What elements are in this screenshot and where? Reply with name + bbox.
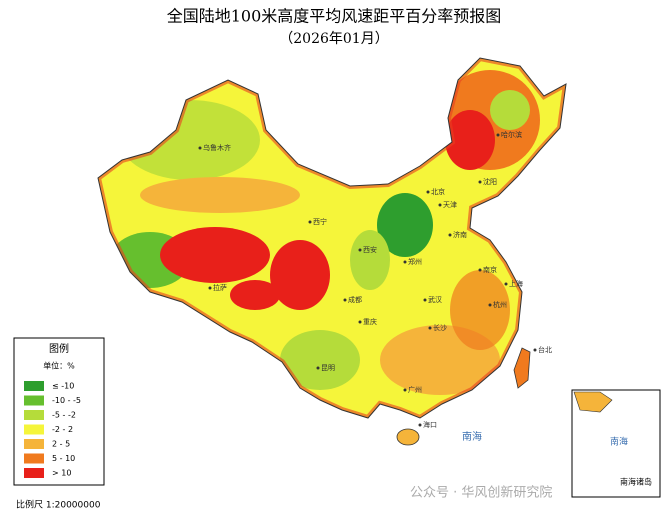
region — [230, 280, 280, 310]
city-label: 济南 — [453, 230, 467, 239]
legend-label: ≤ -10 — [52, 382, 74, 391]
city-dot — [418, 423, 422, 427]
map-subtitle: （2026年01月） — [279, 31, 388, 47]
city-dot — [403, 260, 407, 264]
region — [445, 110, 495, 170]
city-dot — [308, 220, 312, 224]
city-label: 拉萨 — [213, 283, 227, 292]
city-label: 郑州 — [408, 258, 422, 266]
city-label: 杭州 — [493, 300, 507, 309]
city-label: 昆明 — [321, 364, 335, 372]
city-label: 长沙 — [433, 323, 447, 332]
city-dot — [426, 190, 430, 194]
city-label: 重庆 — [363, 317, 377, 326]
region — [280, 330, 360, 390]
legend-label: -2 - 2 — [52, 425, 73, 434]
country-border — [97, 57, 567, 419]
city-label: 北京 — [431, 187, 445, 196]
city-dot — [358, 320, 362, 324]
city-dot — [403, 388, 407, 392]
region — [270, 240, 330, 310]
city-label: 武汉 — [428, 295, 442, 304]
city-label: 南京 — [483, 265, 497, 274]
region — [350, 230, 390, 290]
legend-swatch — [24, 453, 44, 464]
legend-swatch — [24, 410, 44, 420]
city-dot — [488, 303, 492, 307]
city-label: 成都 — [348, 295, 362, 304]
city-label: 乌鲁木齐 — [203, 143, 231, 152]
legend-swatch — [24, 395, 44, 406]
legend-items: ≤ -10 -10 - -5 -5 - -2 -2 - 2 2 - 5 5 - 10 > 1… — [24, 381, 81, 478]
region — [160, 227, 270, 283]
region — [490, 90, 530, 130]
legend-unit: 单位：% — [43, 361, 75, 371]
city-label: 西宁 — [313, 217, 327, 226]
city-dot — [438, 203, 442, 207]
legend-swatch — [24, 424, 44, 435]
legend-label: > 10 — [52, 469, 71, 478]
city-label: 沈阳 — [483, 177, 497, 186]
city-dot — [316, 366, 320, 370]
region — [377, 193, 433, 257]
city-dot — [448, 233, 452, 237]
city-dot — [198, 146, 202, 150]
sea-label: 南海 — [462, 430, 482, 443]
legend-label: 2 - 5 — [52, 440, 70, 449]
hainan — [396, 428, 420, 446]
legend-label: -5 - -2 — [52, 411, 76, 420]
city-dot — [428, 326, 432, 330]
city-dot — [423, 298, 427, 302]
city-dot — [358, 248, 362, 252]
city-dot — [496, 133, 500, 137]
city-dot — [478, 268, 482, 272]
city-dot — [533, 348, 537, 352]
legend-swatch — [24, 439, 44, 449]
scale-text: 比例尺 1:20000000 — [16, 499, 101, 511]
city-label: 哈尔滨 — [501, 130, 522, 139]
city-dot — [343, 298, 347, 302]
city-label: 台北 — [538, 345, 552, 354]
legend-label: 5 - 10 — [52, 454, 75, 463]
legend-title: 图例 — [49, 342, 69, 355]
city-label: 广州 — [408, 385, 422, 394]
region — [450, 270, 510, 350]
taiwan — [513, 347, 531, 389]
city-dot — [478, 180, 482, 184]
inset-islands-label: 南海诸岛 — [620, 477, 652, 487]
legend-label: -10 - -5 — [52, 396, 81, 405]
inset-sea-label: 南海 — [610, 436, 628, 448]
legend-swatch — [24, 381, 44, 391]
city-label: 海口 — [423, 420, 437, 429]
map-title: 全国陆地100米高度平均风速距平百分率预报图 — [167, 7, 502, 26]
city-label: 天津 — [443, 201, 457, 209]
city-label: 西安 — [363, 245, 377, 254]
legend-swatch — [24, 468, 44, 478]
inset-land — [573, 391, 613, 413]
city-dot — [208, 286, 212, 290]
watermark: 公众号 · 华风创新研究院 — [410, 485, 552, 501]
city-dot — [504, 282, 508, 286]
region — [140, 177, 300, 213]
city-label: 上海 — [509, 279, 523, 288]
